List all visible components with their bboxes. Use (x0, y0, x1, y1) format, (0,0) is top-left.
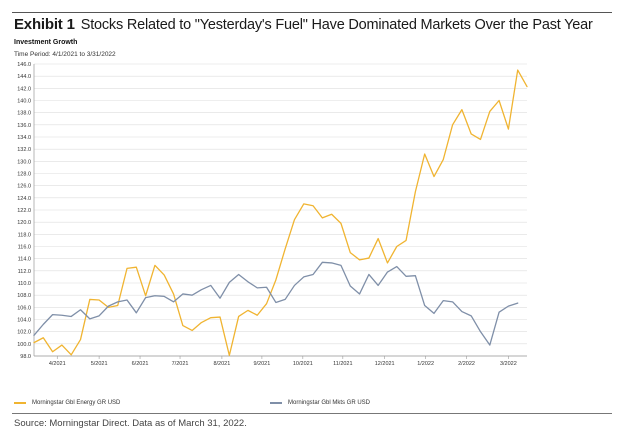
x-tick-label: 2/2022 (458, 361, 475, 367)
x-tick-label: 10/2021 (293, 361, 313, 367)
y-tick-label: 146.0 (17, 62, 31, 68)
y-tick-label: 134.0 (17, 135, 31, 141)
y-tick-label: 102.0 (17, 330, 31, 336)
y-tick-label: 100.0 (17, 342, 31, 348)
y-tick-label: 124.0 (17, 196, 31, 202)
y-tick-label: 130.0 (17, 159, 31, 165)
series-line-markets (33, 261, 519, 346)
x-tick-label: 1/2022 (417, 361, 434, 367)
title-text: Stocks Related to "Yesterday's Fuel" Hav… (80, 17, 593, 33)
legend-energy: Morningstar Gbl Energy GR USD (14, 400, 120, 406)
y-tick-label: 108.0 (17, 293, 31, 299)
chart-title: Exhibit 1 Stocks Related to "Yesterday's … (14, 16, 593, 33)
x-tick-label: 9/2021 (253, 361, 270, 367)
y-tick-label: 144.0 (17, 74, 31, 80)
y-tick-label: 106.0 (17, 305, 31, 311)
y-tick-label: 118.0 (18, 232, 31, 238)
y-tick-label: 110.0 (18, 281, 31, 287)
y-tick-label: 142.0 (17, 86, 31, 92)
bottom-rule (12, 413, 612, 414)
x-tick-label: 7/2021 (172, 361, 189, 367)
y-tick-label: 98.0 (20, 354, 31, 360)
legend-markets: Morningstar Gbl Mkts GR USD (270, 400, 370, 406)
exhibit-label: Exhibit 1 (14, 16, 75, 33)
legend-label-markets: Morningstar Gbl Mkts GR USD (288, 400, 371, 406)
y-tick-label: 140.0 (17, 99, 31, 105)
legend-label-energy: Morningstar Gbl Energy GR USD (32, 400, 121, 406)
x-tick-label: 12/2021 (375, 361, 395, 367)
y-tick-label: 120.0 (17, 220, 31, 226)
legend-swatch-energy (14, 402, 26, 404)
legend-swatch-markets (270, 402, 282, 404)
y-tick-label: 112.0 (18, 269, 31, 275)
y-tick-label: 104.0 (17, 318, 31, 324)
y-tick-label: 136.0 (17, 123, 31, 129)
y-tick-label: 132.0 (17, 147, 31, 153)
y-tick-label: 126.0 (17, 184, 31, 190)
y-tick-label: 122.0 (17, 208, 31, 214)
y-tick-label: 116.0 (18, 245, 31, 251)
series-line-energy (33, 69, 528, 357)
source-note: Source: Morningstar Direct. Data as of M… (14, 418, 247, 429)
chart-subtitle: Investment Growth (14, 39, 78, 46)
y-tick-label: 114.0 (18, 257, 31, 263)
time-period: Time Period: 4/1/2021 to 3/31/2022 (14, 51, 116, 58)
y-tick-label: 138.0 (17, 111, 31, 117)
x-tick-label: 6/2021 (132, 361, 149, 367)
top-rule (12, 12, 612, 13)
x-tick-label: 4/2021 (49, 361, 66, 367)
x-tick-label: 11/2021 (333, 361, 352, 367)
y-tick-label: 128.0 (17, 172, 31, 178)
x-tick-label: 8/2021 (213, 361, 230, 367)
x-tick-label: 5/2021 (91, 361, 108, 367)
x-tick-label: 3/2022 (500, 361, 517, 367)
